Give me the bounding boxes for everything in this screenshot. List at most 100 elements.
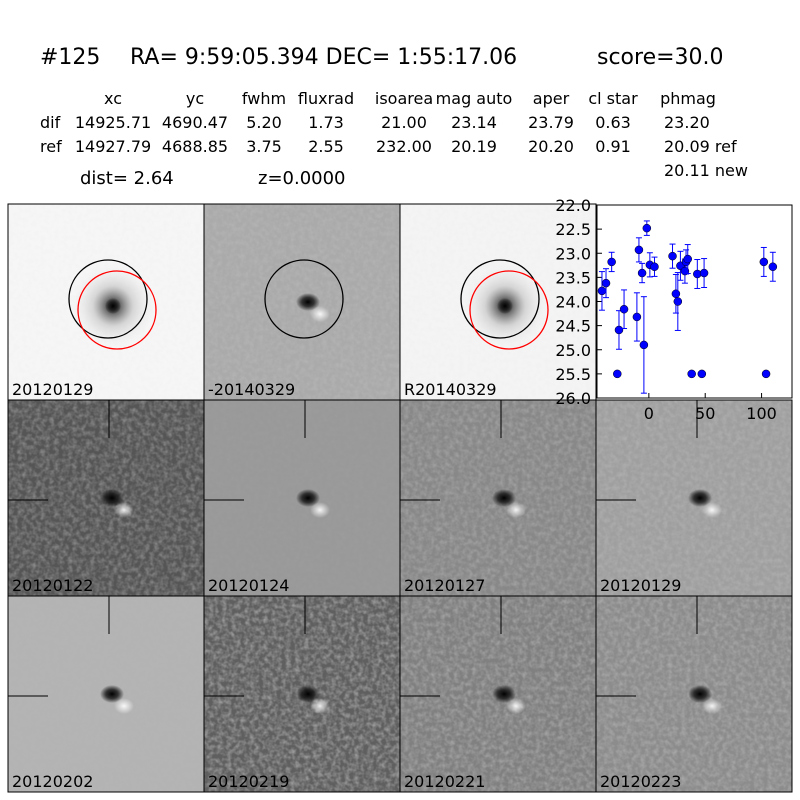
data-point xyxy=(601,278,611,288)
residual-light xyxy=(310,306,330,322)
data-point xyxy=(607,257,616,267)
cell: 20.19 xyxy=(451,137,497,156)
x-tick-label: 0 xyxy=(644,404,654,423)
score: score=30.0 xyxy=(597,45,724,70)
panel-label: 20120129 xyxy=(12,380,93,399)
cell: 0.91 xyxy=(595,137,631,156)
plot-bg xyxy=(596,204,793,399)
y-tick-label: 24.5 xyxy=(555,317,591,336)
cell: 4690.47 xyxy=(162,113,228,132)
y-tick-label: 25.0 xyxy=(555,341,591,360)
image-panel: R20140329 xyxy=(399,203,597,401)
x-tick-label: 50 xyxy=(695,404,715,423)
cell: 4688.85 xyxy=(162,137,228,156)
cell: 23.14 xyxy=(451,113,497,132)
image-panel: 20120223 xyxy=(595,595,793,793)
data-point xyxy=(637,268,647,278)
image-panel: 20120122 xyxy=(7,399,205,597)
data-point xyxy=(632,312,642,322)
panel-label: -20140329 xyxy=(208,380,295,399)
panel-label: 20120129 xyxy=(600,576,681,595)
data-point xyxy=(687,369,696,379)
data-point xyxy=(639,340,649,350)
data-point xyxy=(597,286,607,296)
panel-label: 20120221 xyxy=(404,772,485,791)
panel-label: 20120202 xyxy=(12,772,93,791)
row-label: dif xyxy=(40,113,61,132)
data-point xyxy=(642,223,652,233)
row-label: ref xyxy=(40,137,62,156)
residual-dark xyxy=(100,685,124,703)
star-core xyxy=(497,298,513,314)
data-point xyxy=(668,251,677,261)
residual-dark xyxy=(492,685,516,703)
y-tick-label: 22.5 xyxy=(555,220,591,239)
dist: dist= 2.64 xyxy=(80,168,174,189)
aperture-ref xyxy=(469,270,549,350)
image-panel: 20120129 xyxy=(595,399,793,597)
data-point xyxy=(619,304,629,314)
y-tick-label: 24.0 xyxy=(555,293,591,312)
cell: 23.79 xyxy=(528,113,574,132)
data-point xyxy=(671,289,681,299)
residual-light xyxy=(506,698,526,714)
residual-light xyxy=(310,698,330,714)
data-point xyxy=(768,262,778,272)
cell: 14925.71 xyxy=(75,113,151,132)
column-header: fwhm xyxy=(242,89,286,108)
residual-light xyxy=(506,502,526,518)
cell: 14927.79 xyxy=(75,137,151,156)
residual-light xyxy=(702,698,722,714)
residual-dark xyxy=(296,489,320,507)
image-panel: 20120202 xyxy=(7,595,205,793)
phmag-new: 20.11 new xyxy=(664,161,748,180)
panel-label: 20120124 xyxy=(208,576,289,595)
cell: 20.09 ref xyxy=(664,137,737,156)
panel-label: 20120219 xyxy=(208,772,289,791)
image-panel: 20120129 xyxy=(7,203,205,401)
cell: 1.73 xyxy=(308,113,344,132)
data-point xyxy=(697,369,707,379)
panel-label: 20120127 xyxy=(404,576,485,595)
y-tick-label: 25.5 xyxy=(555,365,591,384)
cell: 3.75 xyxy=(246,137,282,156)
aperture xyxy=(68,259,148,339)
data-point xyxy=(699,268,709,278)
residual-light xyxy=(114,502,134,518)
y-tick-label: 22.0 xyxy=(555,196,591,215)
image-panel: 20120127 xyxy=(399,399,597,597)
candidate-id: #125 xyxy=(40,45,100,70)
aperture-ref xyxy=(77,270,157,350)
residual-light xyxy=(114,698,134,714)
data-point xyxy=(761,369,771,379)
aperture xyxy=(460,259,540,339)
column-header: xc xyxy=(104,89,122,108)
residual-dark xyxy=(688,685,712,703)
data-point xyxy=(634,245,644,255)
coordinates: RA= 9:59:05.394 DEC= 1:55:17.06 xyxy=(130,45,517,70)
residual-light xyxy=(310,502,330,518)
image-panel: 20120221 xyxy=(399,595,597,793)
panel-label: 20120122 xyxy=(12,576,93,595)
cell: 2.55 xyxy=(308,137,344,156)
redshift: z=0.0000 xyxy=(258,168,346,189)
panel-label: R20140329 xyxy=(404,380,497,399)
residual-dark xyxy=(296,293,320,311)
column-header: fluxrad xyxy=(298,89,354,108)
column-header: cl star xyxy=(588,89,638,108)
cell: 0.63 xyxy=(595,113,631,132)
column-header: mag auto xyxy=(436,89,513,108)
aperture xyxy=(264,259,344,339)
cell: 5.20 xyxy=(246,113,282,132)
y-tick-label: 23.0 xyxy=(555,244,591,263)
y-tick-label: 23.5 xyxy=(555,268,591,287)
data-point xyxy=(673,297,683,306)
cell: 232.00 xyxy=(376,137,432,156)
column-header: isoarea xyxy=(375,89,433,108)
cell: 20.20 xyxy=(528,137,574,156)
image-panel: 20120219 xyxy=(203,595,401,793)
data-point xyxy=(650,262,659,272)
data-point xyxy=(614,325,624,335)
data-point xyxy=(759,257,769,267)
